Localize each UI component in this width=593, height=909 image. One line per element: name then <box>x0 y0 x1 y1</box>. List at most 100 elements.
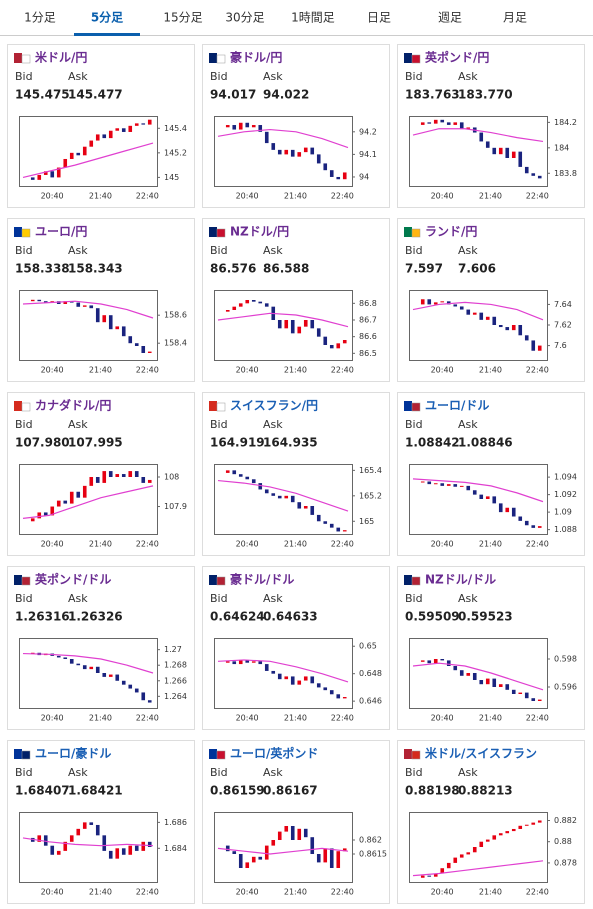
candle <box>466 309 471 315</box>
pair-title[interactable]: 豪ドル/ドル <box>230 572 294 587</box>
ask-label: Ask <box>458 70 478 83</box>
candle <box>50 506 55 516</box>
pair-title[interactable]: 米ドル/スイスフラン <box>425 746 537 761</box>
candle <box>492 835 497 840</box>
x-tick-label: 21:40 <box>284 540 307 549</box>
flag-icon <box>404 575 412 585</box>
candle <box>147 841 152 847</box>
ask-label: Ask <box>458 592 478 605</box>
candle <box>440 868 445 874</box>
tab[interactable]: 1分足 <box>24 11 56 25</box>
flag-icon <box>14 227 22 237</box>
candle <box>537 820 542 823</box>
candle <box>108 471 113 477</box>
candle <box>342 697 347 699</box>
bid-value: 0.88198 <box>405 784 460 798</box>
candle <box>310 837 315 854</box>
moving-average <box>217 312 349 328</box>
candle <box>472 673 477 680</box>
ask-label: Ask <box>458 244 478 257</box>
flag-icon <box>21 402 31 412</box>
moving-average <box>22 837 154 847</box>
candle <box>336 694 341 699</box>
pair-title[interactable]: 英ポンド/ドル <box>35 572 111 587</box>
candle <box>336 343 341 349</box>
pair-title[interactable]: NZドル/円 <box>230 225 289 239</box>
pair-title[interactable]: ランド/円 <box>425 225 477 239</box>
flag-icon <box>404 227 412 237</box>
pair-title[interactable]: NZドル/ドル <box>425 573 496 587</box>
ask-label: Ask <box>458 418 478 431</box>
tab[interactable]: 月足 <box>503 11 527 25</box>
pair-title[interactable]: 豪ドル/円 <box>230 50 282 65</box>
y-tick-label: 0.862 <box>359 836 382 845</box>
candle <box>147 119 152 125</box>
candle <box>524 824 529 826</box>
flag-icon <box>14 53 22 63</box>
candle <box>95 134 100 141</box>
bid-value: 0.59509 <box>405 610 460 624</box>
candle <box>115 326 120 330</box>
y-tick-label: 1.094 <box>554 473 577 482</box>
candle <box>69 659 74 664</box>
candle <box>238 659 243 665</box>
x-tick-label: 20:40 <box>236 366 259 375</box>
candle <box>30 518 35 522</box>
ask-value: 158.343 <box>68 262 123 276</box>
ask-label: Ask <box>68 592 88 605</box>
bid-value: 0.64624 <box>210 610 265 624</box>
pair-title[interactable]: ユーロ/豪ドル <box>35 746 111 761</box>
candle <box>316 854 321 863</box>
candle <box>329 690 334 695</box>
candle <box>251 661 256 663</box>
candle <box>316 514 321 522</box>
candle <box>420 122 425 125</box>
candle <box>258 856 263 860</box>
candle <box>271 670 276 674</box>
pair-title[interactable]: 英ポンド/円 <box>425 50 489 65</box>
pair-title[interactable]: スイスフラン/円 <box>230 399 318 413</box>
candle <box>323 687 328 691</box>
flag-icon <box>411 576 421 586</box>
tab[interactable]: 30分足 <box>225 11 264 25</box>
x-tick-label: 20:40 <box>431 192 454 201</box>
tab[interactable]: 日足 <box>367 11 391 25</box>
y-tick-label: 145.4 <box>164 124 187 133</box>
flag-icon <box>404 53 412 63</box>
y-tick-label: 1.27 <box>164 645 182 654</box>
candle <box>336 527 341 532</box>
candle <box>440 659 445 661</box>
flag-icon <box>411 402 421 412</box>
pair-title[interactable]: カナダドル/円 <box>35 398 111 413</box>
candle <box>524 520 529 526</box>
tab[interactable]: 週足 <box>438 11 462 25</box>
candle <box>316 154 321 164</box>
pair-title[interactable]: ユーロ/ドル <box>425 399 489 413</box>
pair-title[interactable]: ユーロ/英ポンド <box>230 746 318 761</box>
tab[interactable]: 5分足 <box>91 10 123 25</box>
flag-icon <box>21 576 31 586</box>
ask-label: Ask <box>458 766 478 779</box>
candle <box>56 850 61 855</box>
flag-icon <box>216 54 226 64</box>
flag-icon <box>209 53 217 63</box>
candle <box>336 851 341 868</box>
candle <box>271 840 276 846</box>
candle <box>297 680 302 685</box>
candle <box>459 306 464 310</box>
x-tick-label: 20:40 <box>431 540 454 549</box>
candle <box>89 666 94 670</box>
moving-average <box>412 478 544 503</box>
bid-label: Bid <box>15 70 33 83</box>
candle <box>511 828 516 832</box>
y-tick-label: 158.4 <box>164 339 187 348</box>
ask-label: Ask <box>263 244 283 257</box>
candle <box>69 152 74 159</box>
tab[interactable]: 15分足 <box>163 11 202 25</box>
candle <box>76 663 81 666</box>
candle <box>30 177 35 180</box>
ask-value: 0.64633 <box>263 610 318 624</box>
tab[interactable]: 1時間足 <box>291 11 335 25</box>
pair-title[interactable]: 米ドル/円 <box>35 50 87 65</box>
pair-title[interactable]: ユーロ/円 <box>35 225 87 239</box>
